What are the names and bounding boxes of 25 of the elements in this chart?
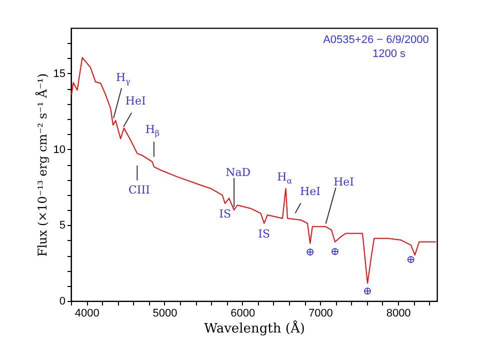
annotation: ⊕ [306,245,315,258]
line-series [71,57,436,284]
annotation: HeI [125,94,146,108]
x-tick-label: 7000 [308,308,333,320]
x-axis-title: Wavelength (Å) [204,320,305,336]
y-axis-title: Flux (×10⁻¹³ erg cm⁻² s⁻¹ Å⁻¹) [34,73,50,257]
annotation: A0535+26 − 6/9/2000 [323,34,429,46]
y-tick-label: 10 [53,144,66,156]
annotation: IS [258,227,270,240]
annotation: ⊕ [406,253,416,266]
x-tick-label: 5000 [152,308,178,320]
y-tick-label: 0 [59,296,66,308]
annotation: ⊕ [362,284,372,298]
annotation: HeI [334,176,354,189]
annotation: ⊕ [330,244,340,258]
annotation: IS [219,207,231,220]
annotation: CIII [128,183,150,196]
annotation: HeI [300,185,320,198]
x-tick-label: 6000 [230,308,256,320]
annotation: NaD [226,166,251,179]
x-tick-label: 8000 [386,308,411,320]
y-tick-label: 5 [59,220,66,232]
x-tick-label: 4000 [74,308,100,320]
y-tick-label: 15 [53,68,66,80]
annotation: 1200 s [372,48,406,60]
